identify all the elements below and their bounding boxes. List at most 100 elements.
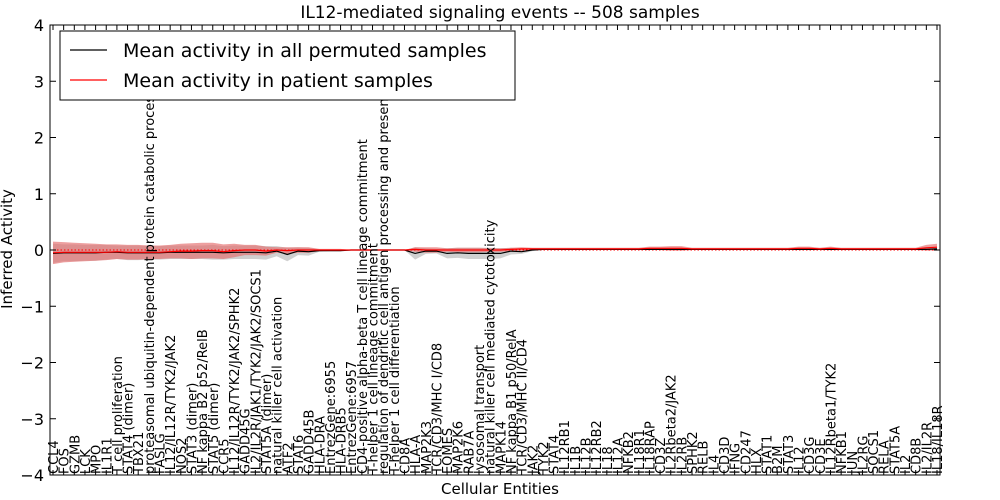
x-tick-label: IL2Rbeta2/JAK2 bbox=[665, 374, 680, 474]
series-band-patient bbox=[53, 241, 937, 265]
x-tick-label: NFKB2 bbox=[622, 431, 637, 474]
y-tick-label: −1 bbox=[20, 297, 44, 316]
x-tick-label: EntrezGene:6957 bbox=[345, 361, 360, 474]
x-tick-label: HLA-DRB5 bbox=[335, 407, 350, 474]
x-tick-label: IL2/IL2R bbox=[920, 422, 935, 474]
x-tick-label: TBX21 bbox=[132, 432, 147, 475]
x-axis-label: Cellular Entities bbox=[441, 480, 559, 498]
x-tick-label: IL1B bbox=[569, 446, 584, 474]
chart-title: IL12-mediated signaling events -- 508 sa… bbox=[300, 3, 700, 23]
y-tick-label: 0 bbox=[34, 241, 44, 260]
x-tick-label: IL12Rbeta1/TYK2 bbox=[825, 363, 840, 474]
x-tick-label: natural killer cell mediated cytotoxicit… bbox=[484, 219, 499, 474]
x-tick-label: GADD45G bbox=[239, 408, 254, 474]
x-tick-label: NF kappa B2 p52/RelB bbox=[196, 329, 211, 474]
x-tick-label: GZMB bbox=[68, 435, 83, 474]
x-tick-label: IL12B bbox=[580, 437, 595, 474]
x-tick-label: IL1R1 bbox=[100, 437, 115, 474]
x-tick-label: EOMES bbox=[441, 428, 456, 474]
x-tick-label: RELB bbox=[697, 441, 712, 474]
x-tick-label: SOCS1 bbox=[867, 430, 882, 474]
y-tick-label: 4 bbox=[34, 16, 44, 35]
y-tick-label: 1 bbox=[34, 185, 44, 204]
x-tick-label: IL2/IL2R/JAK1/TYK2/JAK2/SOCS1 bbox=[249, 269, 264, 474]
x-tick-label: STAT5A (dimer) bbox=[260, 374, 275, 474]
x-tick-label: MAP2K3 bbox=[420, 421, 435, 474]
x-tick-label: IL2RB bbox=[675, 437, 690, 474]
x-tick-label: IL18 bbox=[601, 446, 616, 474]
x-tick-label: CD3Z bbox=[654, 438, 669, 474]
x-tick-label: LCK bbox=[79, 449, 94, 474]
x-tick-label: JAK2 bbox=[526, 445, 541, 475]
x-tick-label: IL12RB1 bbox=[558, 420, 573, 474]
x-tick-label: MPO bbox=[90, 445, 105, 474]
x-tick-label: SPHK2 bbox=[686, 431, 701, 474]
x-tick-label: IL2 bbox=[899, 455, 914, 474]
x-tick-label: IL2RG bbox=[856, 435, 871, 473]
x-tick-label: IL18R1 bbox=[633, 429, 648, 474]
x-tick-label: HLX bbox=[750, 448, 765, 474]
x-tick-label: T-helper 1 cell differentiation bbox=[388, 286, 403, 475]
x-tick-label: FOS bbox=[58, 448, 73, 474]
legend: Mean activity in all permuted samples Me… bbox=[59, 30, 516, 101]
x-tick-label: CD4-positive alpha-beta T cell lineage c… bbox=[356, 139, 371, 474]
x-tick-label: CD8B bbox=[910, 438, 925, 474]
x-tick-label: TCR/CD3/MHC I/CD8 bbox=[430, 343, 445, 475]
x-tick-label: regulation of dendritic cell antigen pro… bbox=[377, 60, 392, 474]
x-tick-label: JUN bbox=[846, 451, 861, 475]
x-tick-label: MAP2K6 bbox=[452, 421, 467, 474]
x-tick-label: IL12/IL12R/TYK2/JAK2/SPHK2 bbox=[228, 288, 243, 474]
y-tick-label: −3 bbox=[20, 410, 44, 429]
x-tick-label: CD3E bbox=[814, 438, 829, 474]
x-tick-label: HLA-DRA bbox=[313, 416, 328, 474]
x-tick-label: GADD45B bbox=[303, 410, 318, 474]
x-tick-label: TYK2 bbox=[537, 441, 552, 475]
x-tick-label: TCR/CD3/MHC II/CD4 bbox=[516, 339, 531, 475]
x-tick-label: IL12/IL12R/TYK2/JAK2 bbox=[164, 335, 179, 474]
x-tick-label: NFKB1 bbox=[835, 431, 850, 474]
y-tick-label: 2 bbox=[34, 129, 44, 148]
x-tick-label: T cell proliferation bbox=[111, 356, 126, 475]
series-line-patient bbox=[52, 246, 938, 254]
x-tick-label: CD3G bbox=[803, 437, 818, 474]
x-tick-label: IL18RAP bbox=[643, 421, 658, 474]
y-tick-label: −2 bbox=[20, 354, 44, 373]
x-tick-label: STAT5 (dimer) bbox=[207, 383, 222, 474]
x-tick-label: EntrezGene:6955 bbox=[324, 361, 339, 474]
legend-label-permuted: Mean activity in all permuted samples bbox=[123, 40, 486, 62]
x-tick-label: HLA-A bbox=[409, 435, 424, 474]
x-tick-label: B2M bbox=[771, 446, 786, 474]
x-tick-label: proteasomal ubiquitin-dependent protein … bbox=[143, 89, 158, 474]
x-tick-label: CD8A bbox=[399, 438, 414, 474]
x-tick-label: STAT5A bbox=[888, 426, 903, 474]
x-tick-label: FASLG bbox=[154, 433, 169, 474]
x-tick-label: IL18/IL18R bbox=[931, 405, 946, 474]
x-tick-label: NF kappa B1 p50/RelA bbox=[505, 329, 520, 474]
x-tick-label: STAT4 (dimer) bbox=[122, 383, 137, 474]
x-tick-label: IL12RB2 bbox=[590, 420, 605, 474]
x-tick-label: natural killer cell activation bbox=[271, 297, 286, 474]
legend-frame bbox=[59, 30, 516, 101]
y-tick-label: 3 bbox=[34, 72, 44, 91]
x-tick-label: lysosomal transport bbox=[473, 345, 488, 474]
x-tick-label: MAPK14 bbox=[494, 421, 509, 474]
x-tick-label: CD247 bbox=[739, 430, 754, 474]
x-tick-label: RAB7A bbox=[462, 430, 477, 474]
x-tick-label: RELA bbox=[878, 440, 893, 474]
x-tick-label: NOS2 bbox=[175, 438, 190, 474]
x-tick-label: T-helper 1 cell lineage commitment bbox=[367, 243, 382, 475]
x-tick-label: IL12 bbox=[793, 446, 808, 474]
x-tick-label: CD3D bbox=[718, 437, 733, 474]
x-tick-label: STAT3 (dimer) bbox=[186, 383, 201, 474]
x-tick-label: STAT3 bbox=[782, 435, 797, 474]
x-tick-label: CCL4 bbox=[47, 440, 62, 474]
legend-label-patient: Mean activity in patient samples bbox=[123, 70, 433, 92]
x-tick-label: IFNG bbox=[729, 443, 744, 474]
x-tick-label: IL4 bbox=[707, 455, 722, 474]
y-axis-label: Inferred Activity bbox=[0, 189, 16, 309]
x-tick-label: STAT1 bbox=[761, 435, 776, 474]
x-tick-label: CCR5 bbox=[217, 439, 232, 474]
x-tick-label: IL12A bbox=[612, 437, 627, 474]
